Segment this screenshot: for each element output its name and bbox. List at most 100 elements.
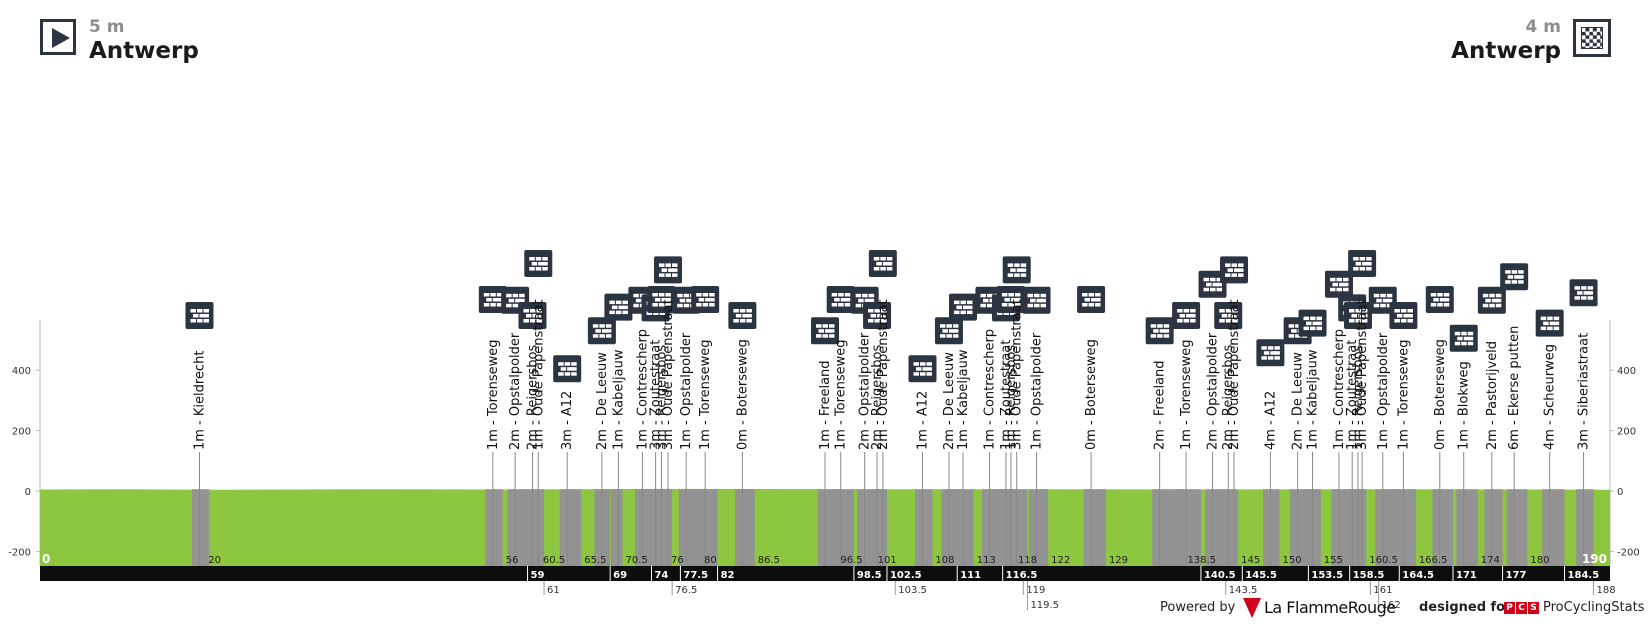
cobbled-sector-band: [1432, 489, 1453, 566]
cobble-stone: [1359, 267, 1366, 271]
cobble-stone: [686, 298, 692, 303]
cobblestone-icon: [691, 286, 720, 313]
cobbled-sector-band: [1354, 489, 1367, 566]
cobble-stone: [880, 267, 886, 271]
cobblestone-icon: [1198, 270, 1227, 298]
cobblestone-icon: [1477, 286, 1506, 314]
cobble-stone: [1020, 273, 1027, 277]
cobble-stone: [1329, 277, 1336, 282]
cobble-stone: [882, 262, 889, 266]
cobble-stone: [1355, 262, 1362, 266]
cobble-stone: [1014, 263, 1020, 267]
cobble-stone: [1159, 329, 1166, 333]
cobble-stone: [1366, 257, 1372, 261]
cobble-stone: [571, 367, 577, 371]
cobble-stone: [1457, 336, 1463, 341]
cobbled-sector-band: [1205, 489, 1226, 566]
cobblestone-icon: [996, 286, 1025, 313]
cobble-stone: [672, 273, 678, 277]
cobble-stone: [668, 268, 674, 272]
cobble-stone: [1221, 314, 1228, 318]
cobble-stone: [1574, 296, 1581, 300]
km-label: 160.5: [1369, 555, 1398, 566]
cobble-stone: [496, 293, 503, 297]
sector-label: 2m - Opstalpolder: [1206, 332, 1221, 450]
sector-label: 0m - Boterseweg: [1084, 339, 1099, 450]
cobble-stone: [523, 309, 529, 313]
cobble-stone: [1400, 319, 1407, 323]
finish-checkered-flag-icon: [1573, 19, 1611, 57]
cobble-stone: [605, 324, 612, 328]
cobble-stone: [855, 303, 862, 308]
km-label: 180: [1530, 555, 1549, 566]
cobble-stone: [822, 324, 828, 328]
cobblestone-icon: [811, 317, 839, 345]
cobble-stone: [956, 305, 962, 310]
cobble-stone: [571, 362, 577, 366]
cobble-stone: [1040, 298, 1047, 303]
cobble-stone: [1581, 296, 1587, 300]
cobble-stone: [1461, 341, 1467, 346]
sector-label: 3m - Oude Papenstraat: [661, 299, 676, 450]
cobble-stone: [1439, 298, 1446, 302]
cobble-stone: [525, 314, 532, 318]
cobble-stone: [1518, 275, 1524, 279]
cobbled-sector-band: [982, 489, 1003, 566]
cobble-stone: [1353, 257, 1359, 261]
cobble-stone: [962, 305, 969, 310]
cobble-stone: [746, 309, 752, 313]
cobble-stone: [519, 298, 525, 303]
cobble-stone: [515, 298, 521, 303]
cobble-stone: [829, 334, 835, 338]
cobble-stone: [1225, 263, 1231, 267]
cobble-stone: [1549, 321, 1556, 326]
cobblestone-icon: [1535, 309, 1564, 337]
cobble-stone: [709, 298, 715, 302]
km-label: 76: [671, 555, 684, 566]
cobble-stone: [486, 298, 492, 302]
cobble-stone: [1380, 303, 1386, 308]
cobble-stone: [1553, 316, 1560, 321]
sector-label: 1m - Contrescherp: [635, 329, 650, 450]
cobblestone-icon: [1022, 286, 1051, 314]
cobble-stone: [1583, 291, 1590, 295]
cobbled-sector-band: [1506, 489, 1528, 566]
km-bar-label: 145.5: [1245, 570, 1277, 581]
cobblestone-icon: [654, 256, 682, 284]
cobble-stone: [868, 309, 874, 313]
cobble-stone: [1179, 314, 1186, 318]
y-tick-label-left: 0: [25, 487, 31, 498]
cobble-stone: [483, 303, 490, 307]
cobble-stone: [831, 293, 838, 297]
sector-label: 1m - Reigersbos: [1351, 344, 1366, 450]
cobble-stone: [1274, 351, 1280, 355]
cobble-stone: [1016, 268, 1023, 272]
cobble-stone: [652, 293, 658, 297]
finish-city: Antwerp: [1451, 38, 1561, 64]
km-label: 20: [208, 555, 221, 566]
cobble-stone: [696, 303, 702, 307]
cobble-stone: [1540, 326, 1547, 331]
cobble-stone: [733, 319, 739, 323]
cobble-stone: [868, 319, 874, 323]
cobble-stone: [939, 324, 946, 328]
cobblestone-icon: [1220, 256, 1249, 284]
cobble-stone: [1088, 303, 1095, 307]
cobble-stone: [946, 324, 952, 328]
cobble-stone: [1511, 270, 1518, 274]
cobble-stone: [519, 293, 525, 298]
cobble-stone: [665, 298, 671, 302]
cobblestone-icon: [728, 302, 757, 329]
cobble-stone: [203, 319, 209, 323]
cobble-stone: [490, 293, 496, 297]
sector-label: 1m - A12: [916, 391, 931, 450]
cobble-stone: [1338, 282, 1345, 287]
cobble-stone: [939, 334, 946, 338]
cobblestone-icon: [1324, 270, 1353, 298]
sector-label: 1m - Torenseweg: [834, 339, 849, 450]
cobble-stone: [1163, 334, 1170, 338]
cobble-stone: [858, 298, 864, 303]
cobble-stone: [1007, 263, 1014, 267]
cobble-stone: [1095, 303, 1101, 307]
cobble-stone: [926, 372, 933, 376]
